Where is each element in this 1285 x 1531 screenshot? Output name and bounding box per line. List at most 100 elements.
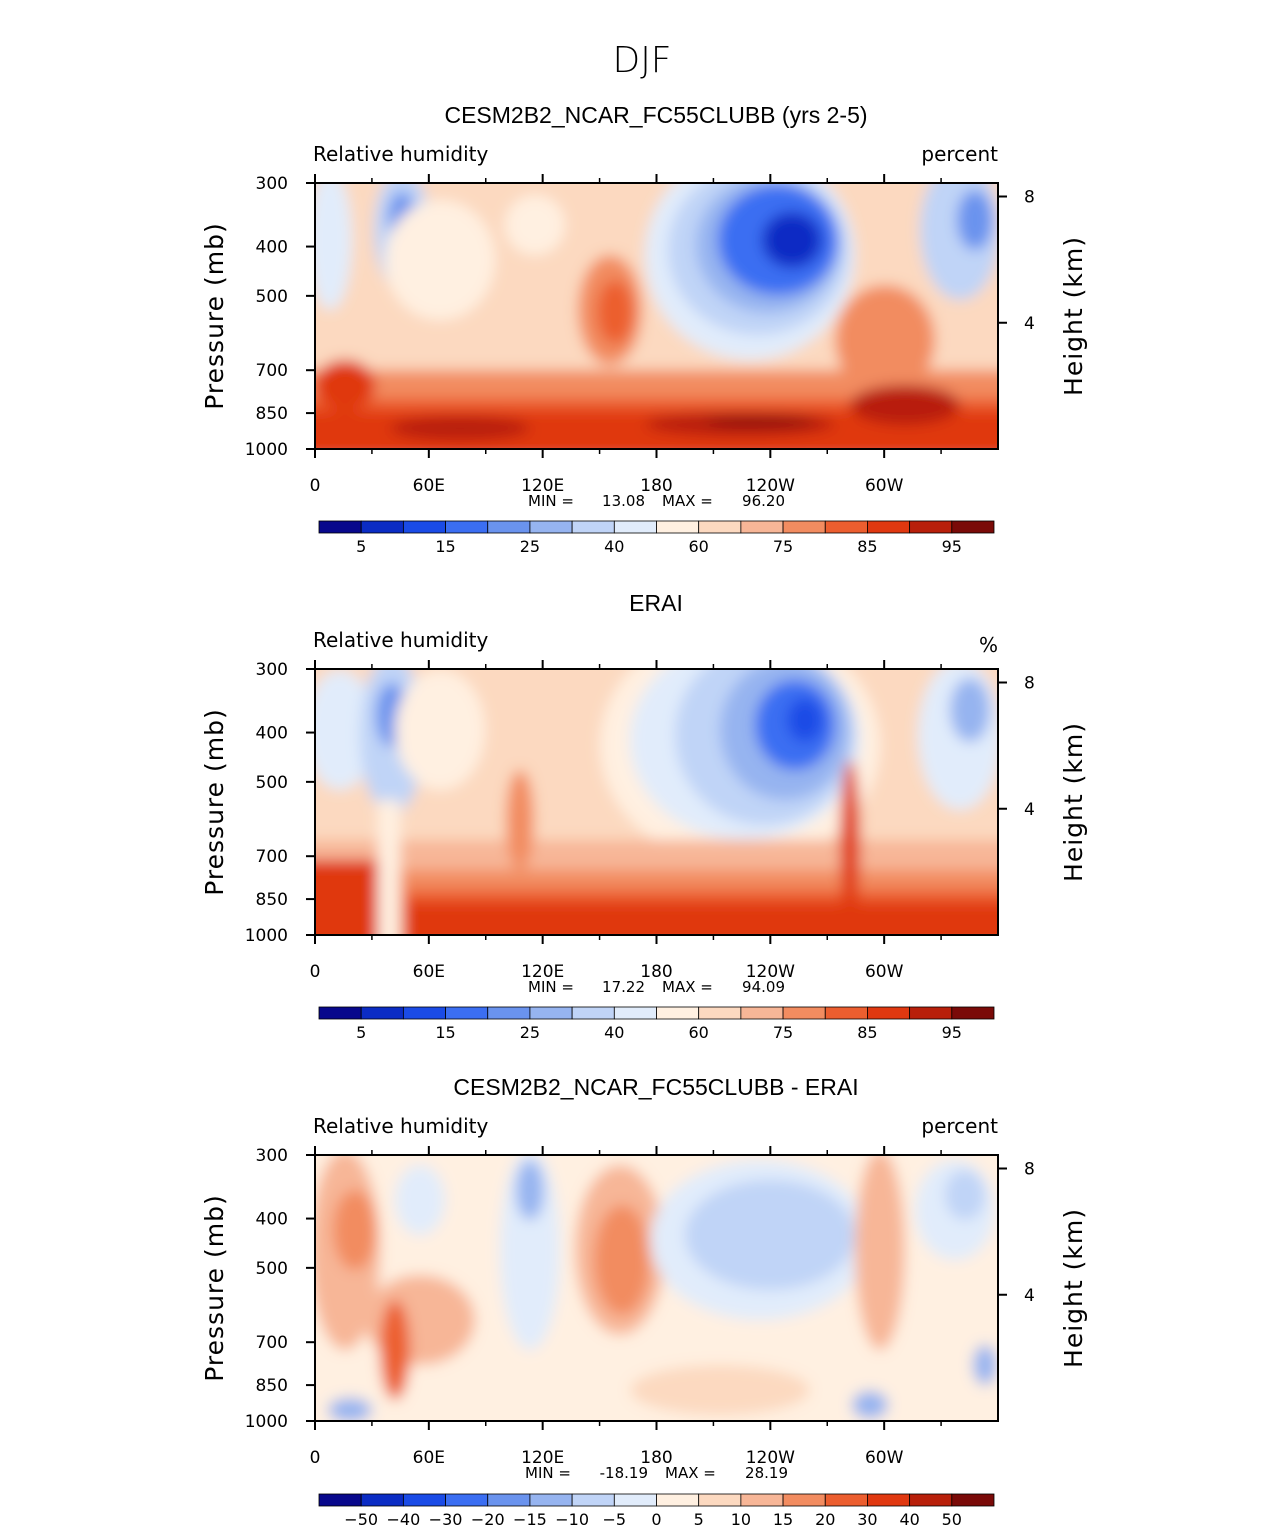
figure-title: DJF (612, 40, 671, 81)
colorbar-swatch (782, 1006, 826, 1020)
colorbar-label: 15 (435, 537, 455, 556)
colorbar-swatch (529, 1006, 573, 1020)
left-subtitle: Relative humidity (313, 628, 488, 652)
colorbar-swatch (529, 520, 573, 534)
colorbar-swatch (487, 1493, 531, 1507)
colorbar-label: −50 (344, 1510, 378, 1529)
colorbar-label: 5 (356, 537, 366, 556)
contour-region (328, 1398, 372, 1421)
max-value: 28.19 (745, 1464, 788, 1482)
colorbar-swatch (951, 1493, 995, 1507)
contour-region (685, 1180, 855, 1290)
y-tick-label: 300 (256, 174, 288, 194)
colorbar-swatch (360, 1006, 404, 1020)
contour-region (787, 698, 823, 742)
colorbar-swatch (698, 1006, 742, 1020)
contour-region (973, 1345, 997, 1385)
colorbar-swatch (402, 520, 446, 534)
contour-region (957, 190, 993, 250)
colorbar-swatch (571, 1493, 615, 1507)
y-tick-label: 400 (256, 1210, 288, 1230)
colorbar-swatch (656, 1006, 700, 1020)
colorbar-swatch (951, 520, 995, 534)
left-subtitle: Relative humidity (313, 142, 488, 166)
min-label: MIN = (528, 492, 574, 510)
colorbar-swatch (740, 1493, 784, 1507)
y2-tick-label: 4 (1024, 800, 1035, 820)
max-label: MAX = (665, 1464, 716, 1482)
colorbar-swatch (867, 1493, 911, 1507)
y2-tick-label: 8 (1024, 188, 1035, 208)
colorbar-label: −20 (471, 1510, 505, 1529)
contour-region (315, 860, 380, 935)
colorbar-swatch (318, 1493, 362, 1507)
colorbar-label: 25 (520, 537, 540, 556)
colorbar-label: 50 (942, 1510, 962, 1529)
colorbar-swatch (402, 1006, 446, 1020)
colorbar-swatch (698, 520, 742, 534)
contour-region (385, 200, 495, 320)
x-tick-label: 0 (310, 962, 321, 982)
contour-region (505, 195, 565, 255)
colorbar-label: 95 (942, 1023, 962, 1042)
colorbar-swatch (445, 1006, 489, 1020)
contour-region (405, 902, 998, 935)
colorbar-swatch (656, 1493, 700, 1507)
contour-region (705, 418, 815, 426)
colorbar-swatch (867, 1006, 911, 1020)
contour-region (500, 1155, 560, 1350)
contour-region (315, 183, 352, 310)
y-tick-label: 700 (256, 847, 288, 867)
contour-region (380, 1300, 410, 1400)
colorbar: −50 −40 −30 −20 −15 −10 −5 0 5 10 15 20 30 40 50 (318, 1493, 995, 1529)
colorbar-swatch (613, 1006, 657, 1020)
colorbar-label: 10 (731, 1510, 751, 1529)
y-tick-label: 700 (256, 361, 288, 381)
contour-region (852, 1391, 888, 1419)
y-tick-label: 1000 (245, 440, 288, 460)
colorbar-label: 0 (651, 1510, 661, 1529)
x-tick-label: 60E (413, 476, 445, 496)
colorbar-label: 85 (857, 1023, 877, 1042)
min-label: MIN = (525, 1464, 571, 1482)
colorbar-swatch (318, 1006, 362, 1020)
colorbar-swatch (360, 520, 404, 534)
colorbar-swatch (909, 1493, 953, 1507)
min-value: 13.08 (602, 492, 645, 510)
contour-region (315, 360, 375, 410)
contour-field (315, 1155, 998, 1421)
x-tick-label: 60W (865, 1448, 904, 1468)
x-tick-label: 60W (865, 962, 904, 982)
colorbar-swatch (909, 520, 953, 534)
y-axis-label: Pressure (mb) (200, 1194, 229, 1381)
x-tick-label: 0 (310, 476, 321, 496)
x-tick-label: 0 (310, 1448, 321, 1468)
panel-title: ERAI (629, 590, 683, 616)
y-tick-label: 500 (256, 1259, 288, 1279)
y2-tick-label: 8 (1024, 1160, 1035, 1180)
panel-obs: ERAI Relative humidity % (200, 590, 1088, 1042)
y-tick-label: 700 (256, 1333, 288, 1353)
y-tick-label: 400 (256, 238, 288, 258)
max-value: 96.20 (742, 492, 785, 510)
y-axis-label: Pressure (mb) (200, 708, 229, 895)
right-subtitle: percent (921, 142, 998, 166)
contour-region (378, 800, 400, 935)
colorbar-label: 30 (857, 1510, 877, 1529)
colorbar-swatch (529, 1493, 573, 1507)
y-axis-label: Pressure (mb) (200, 222, 229, 409)
x-tick-label: 60E (413, 1448, 445, 1468)
contour-field (315, 669, 998, 935)
right-subtitle: percent (921, 1114, 998, 1138)
y-tick-label: 300 (256, 1146, 288, 1166)
y-tick-label: 500 (256, 287, 288, 307)
colorbar-swatch (613, 1493, 657, 1507)
colorbar-label: 40 (604, 537, 624, 556)
colorbar-swatch (571, 520, 615, 534)
contour-region (395, 1165, 445, 1235)
contour-region (950, 678, 990, 742)
left-subtitle: Relative humidity (313, 1114, 488, 1138)
min-value: 17.22 (602, 978, 645, 996)
y-tick-label: 850 (256, 890, 288, 910)
colorbar-label: 25 (520, 1023, 540, 1042)
